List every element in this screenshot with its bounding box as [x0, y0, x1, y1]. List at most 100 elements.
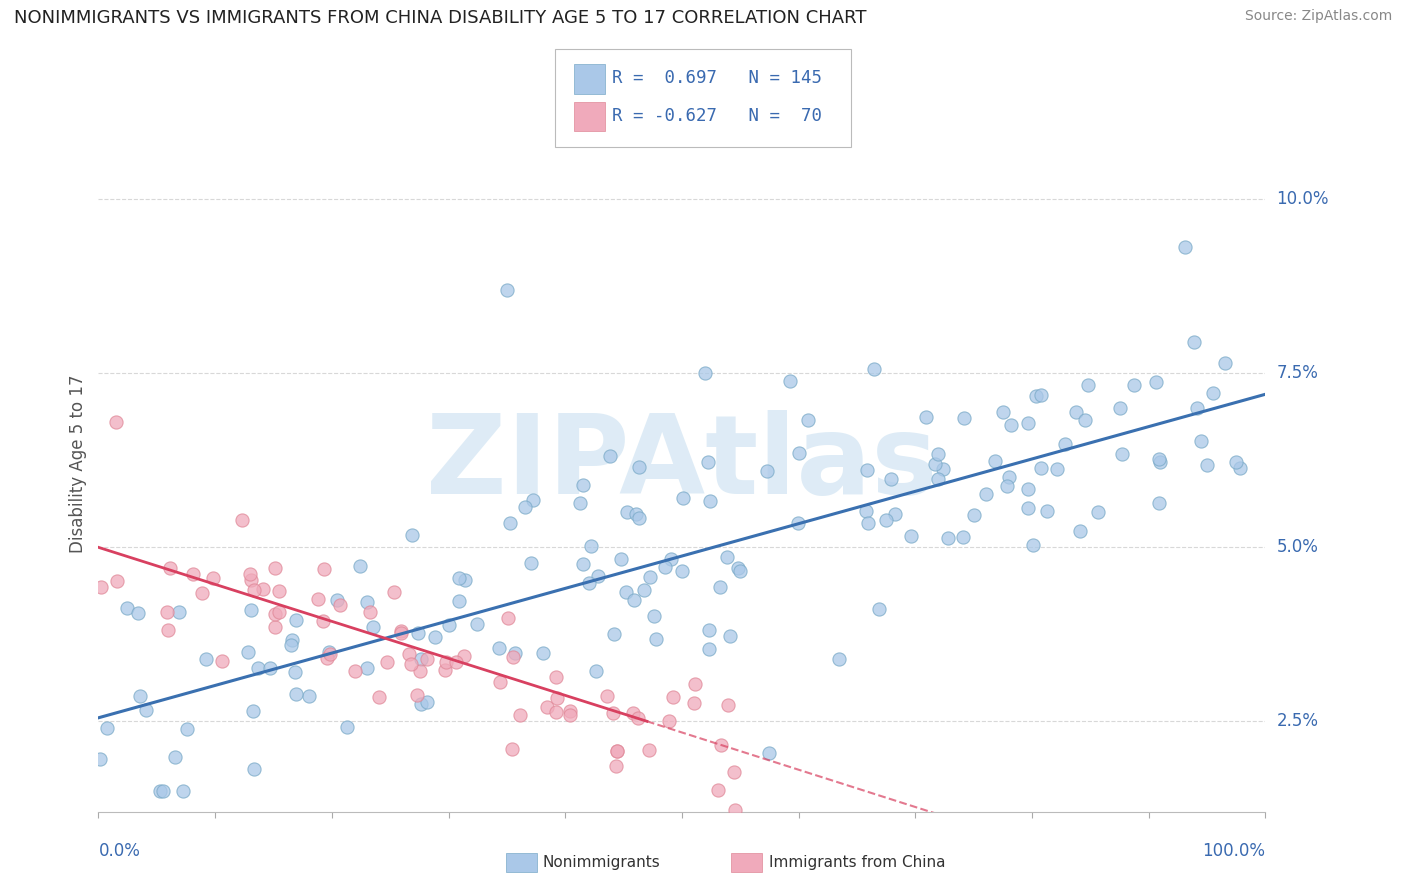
Point [638, 569, 661, 583]
Point [682, 696, 704, 710]
Point [242, 704, 264, 718]
Point [96, 721, 118, 735]
Point [633, 583, 655, 598]
Point [382, 584, 405, 599]
Point [156, 624, 179, 638]
Point [263, 560, 285, 574]
Point [697, 623, 720, 637]
Point [499, 516, 522, 530]
Point [623, 593, 645, 607]
Text: 100.0%: 100.0% [1202, 842, 1265, 860]
Text: R = -0.627   N =  70: R = -0.627 N = 70 [612, 107, 821, 125]
Point [571, 478, 593, 492]
Point [522, 493, 544, 508]
Text: Source: ZipAtlas.com: Source: ZipAtlas.com [1244, 9, 1392, 23]
Point [356, 661, 378, 675]
Point [915, 409, 938, 424]
Point [104, 415, 127, 429]
Point [1025, 388, 1047, 402]
Text: 7.5%: 7.5% [1277, 365, 1319, 383]
Point [159, 561, 181, 575]
Point [585, 665, 607, 679]
Point [717, 698, 740, 713]
Point [953, 411, 976, 425]
Point [544, 670, 567, 684]
Point [927, 472, 949, 486]
Point [627, 711, 650, 725]
Point [202, 571, 225, 585]
Point [683, 677, 706, 691]
Point [1046, 461, 1069, 475]
Point [117, 600, 139, 615]
Point [1017, 416, 1039, 430]
Point [489, 675, 512, 690]
Point [453, 648, 475, 663]
Point [231, 513, 253, 527]
Point [855, 504, 877, 518]
Point [502, 650, 524, 665]
Point [495, 283, 517, 297]
Point [779, 374, 801, 388]
Point [311, 614, 333, 628]
Point [1074, 413, 1097, 427]
Point [654, 560, 676, 574]
Point [401, 657, 423, 672]
Point [165, 749, 187, 764]
Point [658, 714, 681, 728]
Point [610, 552, 633, 566]
Point [411, 652, 433, 666]
Point [389, 624, 412, 638]
Point [963, 508, 986, 522]
Point [974, 487, 997, 501]
Point [637, 743, 659, 757]
Point [135, 703, 157, 717]
Point [828, 652, 851, 666]
Point [127, 607, 149, 621]
Point [343, 664, 366, 678]
Point [1021, 538, 1043, 552]
Point [531, 646, 554, 660]
Point [359, 605, 381, 619]
Point [446, 655, 468, 669]
Point [868, 602, 890, 616]
Point [569, 496, 592, 510]
Point [152, 784, 174, 798]
Point [856, 463, 879, 477]
Point [326, 593, 349, 607]
Point [488, 641, 510, 656]
Point [931, 461, 953, 475]
Point [519, 556, 541, 570]
Point [596, 690, 619, 704]
Text: 10.0%: 10.0% [1277, 191, 1329, 209]
Point [349, 559, 371, 574]
Point [659, 551, 682, 566]
Point [627, 460, 650, 475]
Point [416, 651, 439, 665]
Point [454, 573, 477, 587]
Point [496, 610, 519, 624]
Point [787, 516, 810, 530]
Point [243, 762, 266, 776]
Point [409, 697, 432, 711]
Point [267, 605, 290, 619]
Point [1031, 461, 1053, 475]
Point [884, 508, 907, 522]
Point [1189, 434, 1212, 449]
Point [662, 690, 685, 705]
Point [718, 629, 741, 643]
Point [586, 569, 609, 583]
Point [1182, 334, 1205, 349]
Point [728, 565, 751, 579]
Point [697, 822, 720, 837]
Point [1229, 461, 1251, 475]
Point [447, 571, 470, 585]
Point [1144, 376, 1167, 390]
Point [796, 413, 818, 427]
Point [558, 704, 581, 718]
Point [465, 616, 488, 631]
Point [900, 528, 922, 542]
Point [1054, 437, 1077, 451]
Point [716, 549, 738, 564]
Point [1064, 405, 1087, 419]
Text: Immigrants from China: Immigrants from China [769, 855, 946, 870]
